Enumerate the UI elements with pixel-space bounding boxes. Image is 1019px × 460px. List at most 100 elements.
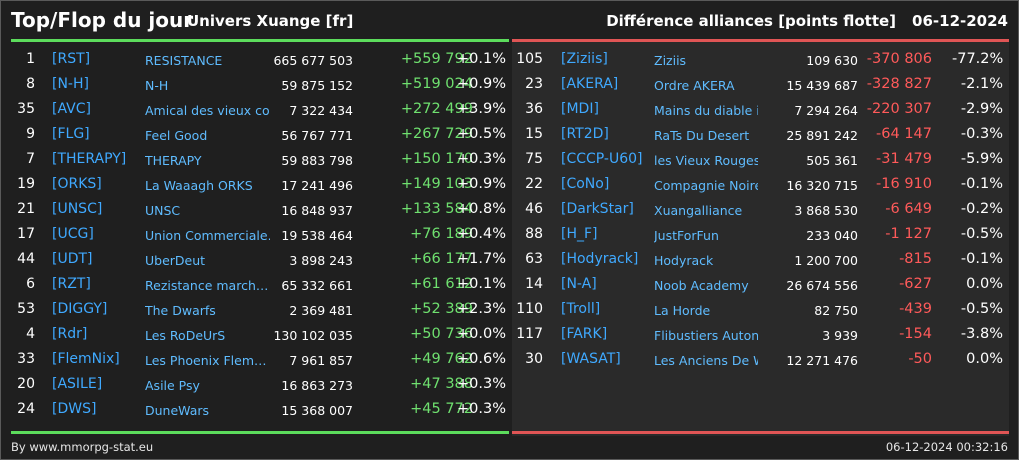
alliance-name-link[interactable]: les Vieux Rouges — [654, 153, 758, 168]
diff-cell: +519 024 — [400, 76, 473, 92]
points-cell: 3 939 — [822, 328, 858, 343]
alliance-name-link[interactable]: Flibustiers Autono… — [654, 328, 758, 343]
flop-row: 15 [RT2D] RaTs Du Desert 25 891 242 -64 147 -… — [512, 123, 1009, 148]
alliance-name-link[interactable]: La Waaagh ORKS — [145, 178, 253, 193]
diff-cell: -154 — [899, 326, 932, 342]
alliance-tag-link[interactable]: [ORKS] — [52, 176, 102, 192]
alliance-name-link[interactable]: Ordre AKERA — [654, 78, 735, 93]
top-list: 1 [RST] RESISTANCE 665 677 503 +559 792 +0.1%… — [11, 48, 509, 423]
alliance-tag-link[interactable]: [RZT] — [52, 276, 91, 292]
diff-cell: -815 — [899, 251, 932, 267]
points-cell: 17 241 496 — [281, 178, 353, 193]
alliance-name-link[interactable]: Compagnie Noire — [654, 178, 758, 193]
rank-cell: 23 — [525, 76, 543, 92]
page-title: Top/Flop du jour — [11, 8, 194, 32]
alliance-name-link[interactable]: JustForFun — [654, 228, 719, 243]
percent-cell: +0.4% — [457, 226, 506, 242]
alliance-tag-link[interactable]: [AKERA] — [561, 76, 619, 92]
alliance-name-link[interactable]: UNSC — [145, 203, 181, 218]
category-label: Différence alliances [points flotte] — [606, 12, 897, 30]
rank-cell: 7 — [26, 151, 35, 167]
percent-cell: -0.2% — [960, 201, 1003, 217]
rank-cell: 75 — [525, 151, 543, 167]
alliance-tag-link[interactable]: [Hodyrack] — [561, 251, 639, 267]
alliance-name-link[interactable]: La Horde — [654, 303, 711, 318]
alliance-name-link[interactable]: N-H — [145, 78, 169, 93]
top-row: 8 [N-H] N-H 59 875 152 +519 024 +0.9% — [11, 73, 509, 98]
alliance-name-link[interactable]: RESISTANCE — [145, 53, 223, 68]
alliance-tag-link[interactable]: [FARK] — [561, 326, 608, 342]
points-cell: 2 369 481 — [289, 303, 353, 318]
alliance-name-link[interactable]: UberDeut — [145, 253, 206, 268]
percent-cell: +0.1% — [457, 276, 506, 292]
points-cell: 19 538 464 — [281, 228, 353, 243]
alliance-tag-link[interactable]: [N-H] — [52, 76, 89, 92]
diff-cell: -220 307 — [866, 101, 932, 117]
alliance-tag-link[interactable]: [DWS] — [52, 401, 97, 417]
top-row: 19 [ORKS] La Waaagh ORKS 17 241 496 +149 103… — [11, 173, 509, 198]
alliance-tag-link[interactable]: [AVC] — [52, 101, 91, 117]
alliance-tag-link[interactable]: [MDI] — [561, 101, 599, 117]
points-cell: 7 961 857 — [289, 353, 353, 368]
alliance-tag-link[interactable]: [UDT] — [52, 251, 93, 267]
top-row: 20 [ASILE] Asile Psy 16 863 273 +47 388 +0.3% — [11, 373, 509, 398]
alliance-name-link[interactable]: DuneWars — [145, 403, 210, 418]
alliance-tag-link[interactable]: [DIGGY] — [52, 301, 108, 317]
top-row: 53 [DIGGY] The Dwarfs 2 369 481 +52 389 +2.3% — [11, 298, 509, 323]
alliance-name-link[interactable]: Mains du diable inco… — [654, 103, 758, 118]
alliance-tag-link[interactable]: [Ziziis] — [561, 51, 608, 67]
points-cell: 3 898 243 — [289, 253, 353, 268]
points-cell: 26 674 556 — [786, 278, 858, 293]
alliance-tag-link[interactable]: [H_F] — [561, 226, 598, 242]
alliance-name-link[interactable]: Hodyrack — [654, 253, 714, 268]
percent-cell: -0.5% — [960, 226, 1003, 242]
diff-cell: +267 729 — [400, 126, 473, 142]
alliance-tag-link[interactable]: [Troll] — [561, 301, 601, 317]
flop-bar-divider — [512, 39, 1009, 42]
alliance-name-link[interactable]: Asile Psy — [145, 378, 200, 393]
credit-link[interactable]: By www.mmorpg-stat.eu — [11, 440, 154, 454]
diff-cell: -1 127 — [885, 226, 932, 242]
alliance-tag-link[interactable]: [UNSC] — [52, 201, 103, 217]
alliance-tag-link[interactable]: [RT2D] — [561, 126, 609, 142]
alliance-tag-link[interactable]: [CoNo] — [561, 176, 610, 192]
alliance-tag-link[interactable]: [UCG] — [52, 226, 94, 242]
alliance-tag-link[interactable]: [Rdr] — [52, 326, 88, 342]
rank-cell: 44 — [17, 251, 35, 267]
alliance-name-link[interactable]: Feel Good — [145, 128, 208, 143]
points-cell: 7 294 264 — [794, 103, 858, 118]
rank-cell: 36 — [525, 101, 543, 117]
percent-cell: -3.8% — [960, 326, 1003, 342]
alliance-name-link[interactable]: Noob Academy — [654, 278, 749, 293]
flop-row: 22 [CoNo] Compagnie Noire 16 320 715 -16 910… — [512, 173, 1009, 198]
percent-cell: -0.1% — [960, 251, 1003, 267]
flop-row: 23 [AKERA] Ordre AKERA 15 439 687 -328 827 -2… — [512, 73, 1009, 98]
points-cell: 59 883 798 — [281, 153, 353, 168]
alliance-tag-link[interactable]: [WASAT] — [561, 351, 621, 367]
alliance-name-link[interactable]: Ziziis — [654, 53, 687, 68]
alliance-tag-link[interactable]: [FLG] — [52, 126, 90, 142]
alliance-tag-link[interactable]: [THERAPY] — [52, 151, 127, 167]
alliance-name-link[interactable]: Les Anciens De W… — [654, 353, 758, 368]
alliance-name-link[interactable]: Les Phoenix Flem… — [145, 353, 267, 368]
alliance-tag-link[interactable]: [ASILE] — [52, 376, 103, 392]
flop-row: 105 [Ziziis] Ziziis 109 630 -370 806 -77.2% — [512, 48, 1009, 73]
alliance-tag-link[interactable]: [N-A] — [561, 276, 597, 292]
points-cell: 15 368 007 — [281, 403, 353, 418]
percent-cell: +0.1% — [457, 51, 506, 67]
alliance-name-link[interactable]: Xuangalliance — [654, 203, 743, 218]
diff-cell: +559 792 — [400, 51, 473, 67]
alliance-tag-link[interactable]: [DarkStar] — [561, 201, 634, 217]
top-row: 6 [RZT] Rezistance march… 65 332 661 +61 612… — [11, 273, 509, 298]
alliance-name-link[interactable]: Union Commerciale… — [145, 228, 270, 243]
alliance-name-link[interactable]: The Dwarfs — [145, 303, 216, 318]
flop-row: 36 [MDI] Mains du diable inco… 7 294 264 -22… — [512, 98, 1009, 123]
alliance-name-link[interactable]: Rezistance march… — [145, 278, 269, 293]
alliance-tag-link[interactable]: [RST] — [52, 51, 91, 67]
alliance-name-link[interactable]: Les RoDeUrS — [145, 328, 226, 343]
alliance-name-link[interactable]: Amical des vieux con — [145, 103, 270, 118]
alliance-name-link[interactable]: RaTs Du Desert — [654, 128, 750, 143]
alliance-name-link[interactable]: THERAPY — [145, 153, 202, 168]
alliance-tag-link[interactable]: [CCCP-U60] — [561, 151, 643, 167]
alliance-tag-link[interactable]: [FlemNix] — [52, 351, 120, 367]
